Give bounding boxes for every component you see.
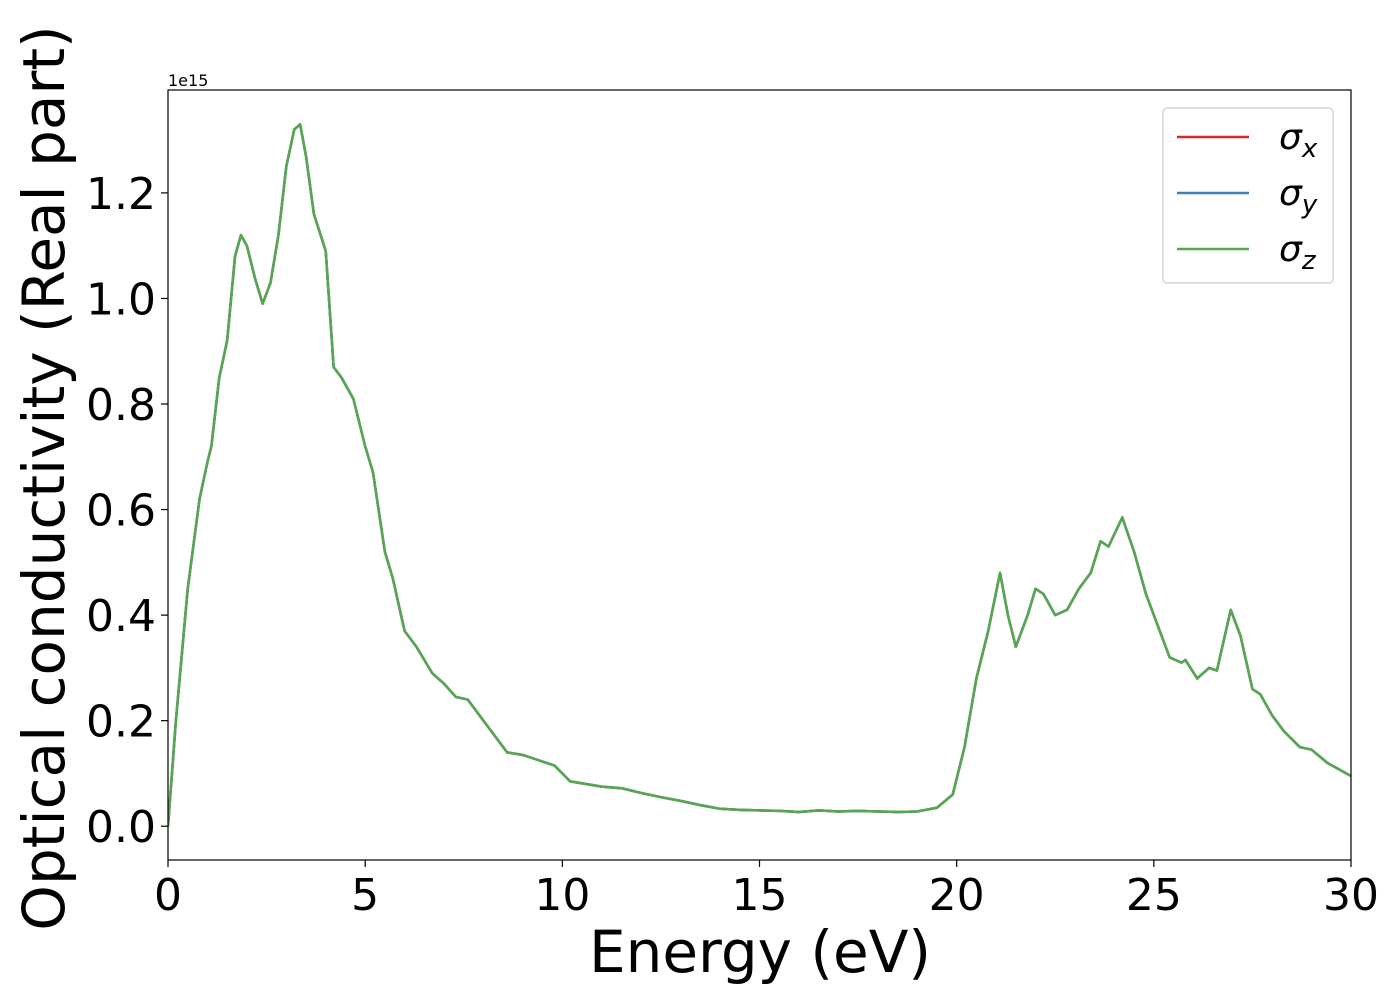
legend-label: σy — [1279, 173, 1318, 220]
y-tick-label: 0.6 — [86, 486, 156, 537]
x-tick-label: 30 — [1323, 870, 1379, 921]
line-series — [168, 123, 1351, 827]
legend-label: σx — [1279, 117, 1318, 164]
x-tick-label: 5 — [351, 870, 379, 921]
y-tick-label: 0.8 — [86, 380, 156, 431]
y-tick-label: 0.0 — [86, 802, 156, 853]
x-axis-label: Energy (eV) — [589, 918, 931, 986]
y-tick-label: 0.4 — [86, 591, 156, 642]
x-tick-label: 15 — [732, 870, 788, 921]
legend-box — [1162, 107, 1334, 284]
y-tick-label: 1.0 — [86, 274, 156, 325]
y-axis-label: Optical conductivity (Real part) — [10, 25, 78, 930]
x-tick-label: 0 — [154, 870, 182, 921]
x-tick-label: 20 — [929, 870, 985, 921]
y-tick-label: 1.2 — [86, 169, 156, 220]
x-tick-label: 10 — [534, 870, 590, 921]
legend-label: σz — [1279, 229, 1317, 276]
x-tick-label: 25 — [1126, 870, 1182, 921]
plot-frame — [167, 89, 1352, 861]
offset-label: 1e15 — [168, 71, 208, 90]
y-tick-label: 0.2 — [86, 697, 156, 748]
